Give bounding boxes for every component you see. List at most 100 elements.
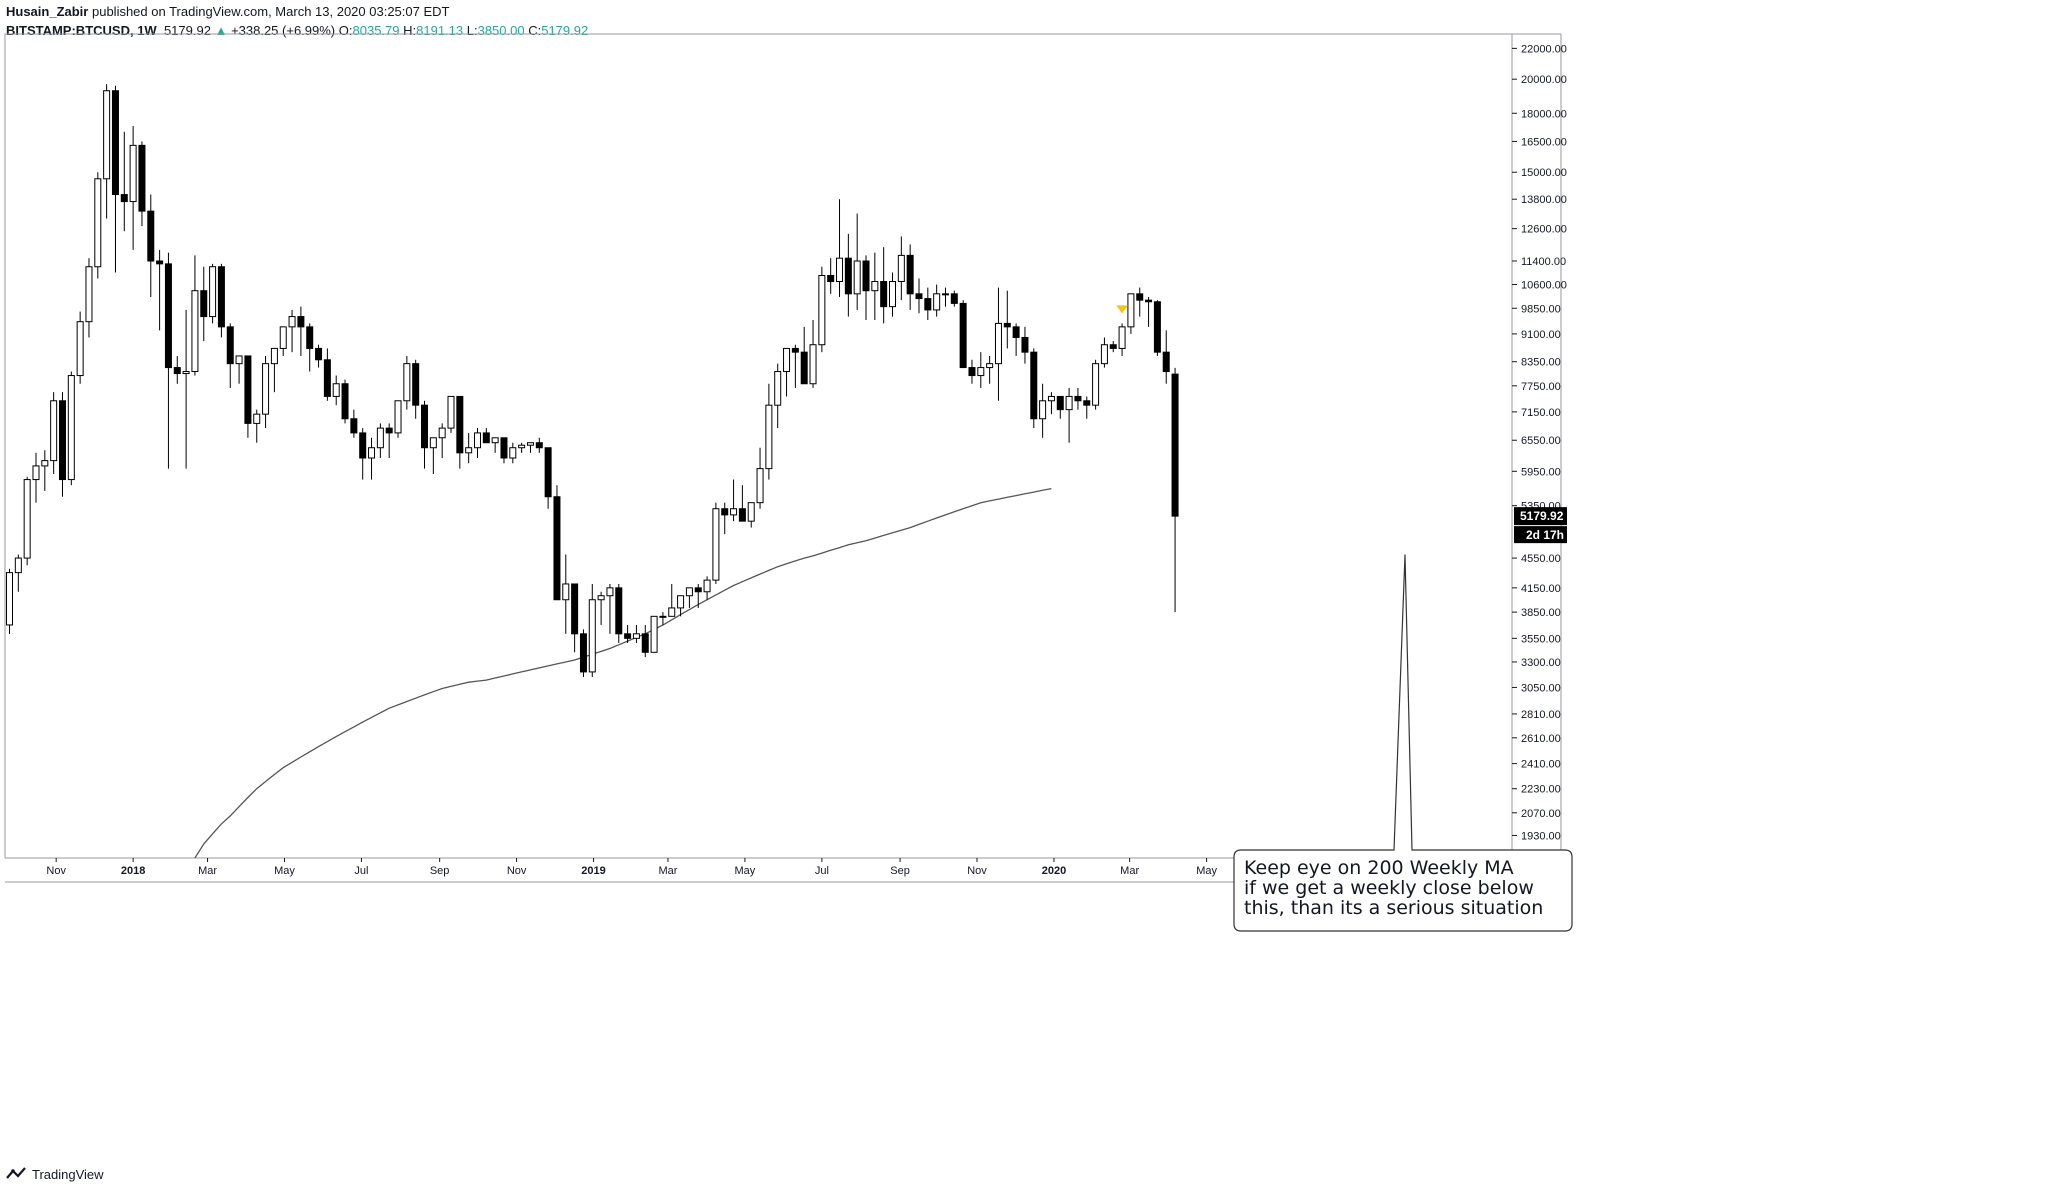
candle-body (1127, 293, 1135, 328)
x-tick-label: Sep (890, 865, 910, 877)
candle-body (58, 400, 66, 481)
candle (915, 278, 923, 314)
candle (465, 432, 473, 464)
candle (359, 428, 367, 480)
candle-body (182, 371, 190, 375)
candle (994, 287, 1002, 401)
candle-body (332, 383, 340, 397)
y-tick-label: 2070.00 (1521, 808, 1561, 820)
candle-body (315, 347, 323, 361)
candle-body (1083, 400, 1091, 406)
candle (385, 423, 393, 458)
x-tick-label: Sep (430, 865, 450, 877)
candle-body (138, 144, 146, 212)
author-name[interactable]: Husain_Zabir (6, 4, 89, 19)
candle-body (209, 266, 217, 318)
candle-body (588, 599, 596, 673)
candle-body (535, 442, 543, 449)
price-axis[interactable]: 22000.00 20000.00 18000.00 16500.00 15000.00… (1512, 43, 1567, 842)
candle-body (394, 400, 402, 434)
candle (844, 233, 852, 317)
candle (315, 344, 323, 368)
candle-body (871, 281, 879, 292)
candle-body (447, 395, 455, 429)
candle-body (836, 257, 844, 283)
candle (712, 502, 720, 584)
y-tick-label: 7750.00 (1521, 381, 1561, 393)
candle (933, 284, 941, 317)
candle-body (244, 355, 252, 424)
candle-body (544, 447, 552, 498)
candle (323, 348, 331, 401)
candle-body (553, 496, 561, 601)
candle-body (721, 508, 729, 516)
candle (1039, 383, 1047, 438)
candle (138, 141, 146, 227)
candle-body (1100, 344, 1108, 365)
y-tick-label: 6550.00 (1521, 435, 1561, 447)
candle-body (606, 587, 614, 597)
candle-body (712, 508, 720, 581)
candle (297, 306, 305, 356)
candle-body (1109, 344, 1117, 349)
candle-body (235, 355, 243, 365)
candle (473, 428, 481, 458)
candle-body (385, 427, 393, 434)
candle-body (76, 321, 84, 377)
candle (1083, 396, 1091, 419)
candle (624, 624, 632, 643)
candle-body (694, 587, 702, 593)
publish-line: Husain_Zabir published on TradingView.co… (6, 2, 588, 21)
annotation-callout[interactable]: Keep eye on 200 Weekly MA if we get a we… (1233, 554, 1573, 932)
candle-body (270, 347, 278, 365)
low-label: L: (466, 23, 478, 38)
candle (694, 583, 702, 608)
candle (1118, 323, 1126, 356)
candle-body (482, 432, 490, 444)
signal-marker-icon (1116, 305, 1129, 314)
candle (659, 612, 667, 625)
candle (535, 437, 543, 453)
time-axis[interactable]: Nov 2018 Mar May Jul Sep Nov 2019 Mar May Jul Sep No… (46, 858, 1291, 877)
candle (156, 249, 164, 331)
candle (562, 554, 570, 634)
candle (544, 447, 552, 509)
candle-body (191, 290, 199, 373)
candle (783, 347, 791, 397)
candle-body (120, 194, 128, 203)
candle-body (473, 432, 481, 449)
candle (1162, 330, 1170, 384)
candle-body (571, 583, 579, 635)
candle (368, 437, 376, 480)
candle (977, 352, 985, 388)
candle-body (438, 427, 446, 439)
candle-body (747, 502, 755, 522)
candle (226, 323, 234, 388)
candle (200, 266, 208, 342)
candles (6, 84, 1179, 678)
countdown-bg (1514, 526, 1567, 544)
candle-body (677, 595, 685, 609)
candle (67, 371, 75, 486)
tradingview-footer[interactable]: TradingView (6, 1166, 104, 1182)
candle (668, 583, 676, 617)
candle (959, 300, 967, 369)
candle-body (986, 363, 994, 369)
candle-body (429, 437, 437, 449)
candle (500, 437, 508, 464)
candle-body (1153, 301, 1161, 353)
candle (1003, 290, 1011, 349)
candle-body (32, 465, 40, 481)
x-tick-label: Jul (354, 865, 368, 877)
x-tick-label: Nov (46, 865, 66, 877)
candle-body (862, 260, 870, 292)
y-tick-label: 1930.00 (1521, 830, 1561, 842)
y-tick-label: 22000.00 (1521, 43, 1567, 55)
candle (641, 624, 649, 658)
candle-body (500, 437, 508, 459)
candle-body (456, 395, 464, 454)
candle-body (774, 371, 782, 406)
candle (491, 437, 499, 453)
candle-body (262, 363, 270, 415)
